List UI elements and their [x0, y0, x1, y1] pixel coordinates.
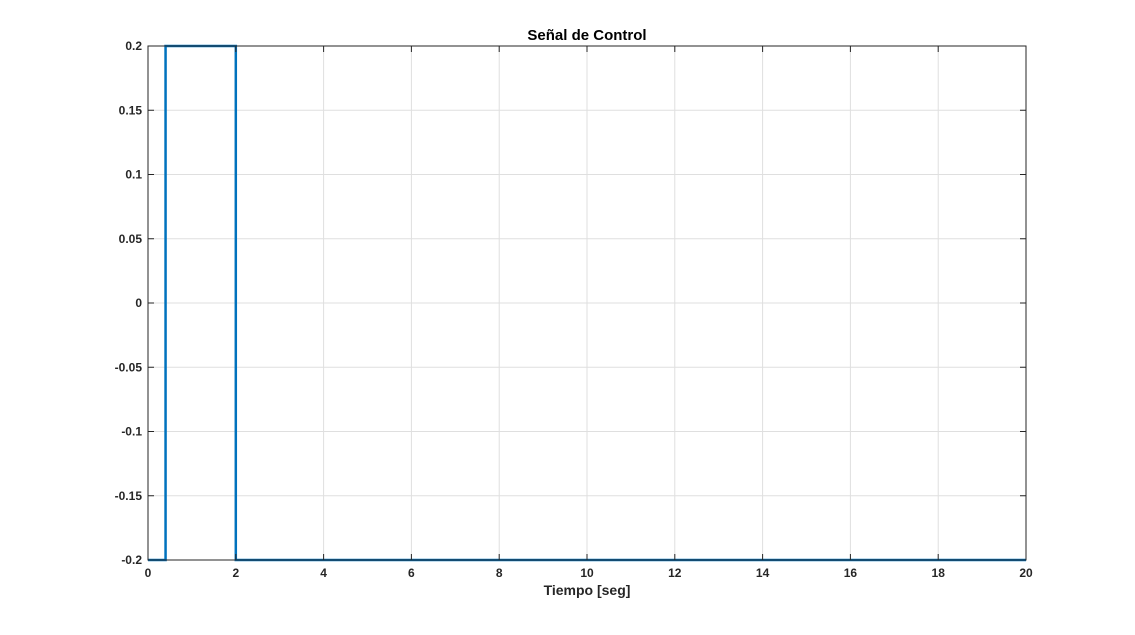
y-tick-label: 0.2	[125, 39, 142, 53]
y-tick-label: 0.05	[119, 232, 143, 246]
y-tick-label: 0.15	[119, 103, 143, 117]
x-tick-label: 8	[496, 566, 503, 580]
y-tick-label: -0.1	[121, 425, 142, 439]
x-tick-label: 18	[932, 566, 946, 580]
x-tick-label: 0	[145, 566, 152, 580]
y-tick-label: 0.1	[125, 168, 142, 182]
grid-lines	[148, 46, 1026, 560]
x-tick-label: 20	[1019, 566, 1033, 580]
x-tick-label: 16	[844, 566, 858, 580]
y-tick-label: 0	[135, 296, 142, 310]
x-tick-labels: 0 2 4 6 8 10 12 14 16 18 20	[145, 566, 1033, 580]
x-tick-label: 10	[580, 566, 594, 580]
tick-marks	[147, 45, 1027, 561]
x-tick-label: 4	[320, 566, 327, 580]
y-tick-label: -0.05	[115, 360, 143, 374]
x-tick-label: 2	[232, 566, 239, 580]
x-tick-label: 12	[668, 566, 682, 580]
y-tick-label: -0.15	[115, 489, 143, 503]
x-tick-label: 6	[408, 566, 415, 580]
y-tick-label: -0.2	[121, 553, 142, 567]
x-tick-label: 14	[756, 566, 770, 580]
y-tick-labels: -0.2 -0.15 -0.1 -0.05 0 0.05 0.1 0.15 0.2	[115, 39, 143, 567]
chart-title: Señal de Control	[527, 27, 646, 44]
x-axis-label: Tiempo [seg]	[544, 582, 631, 598]
